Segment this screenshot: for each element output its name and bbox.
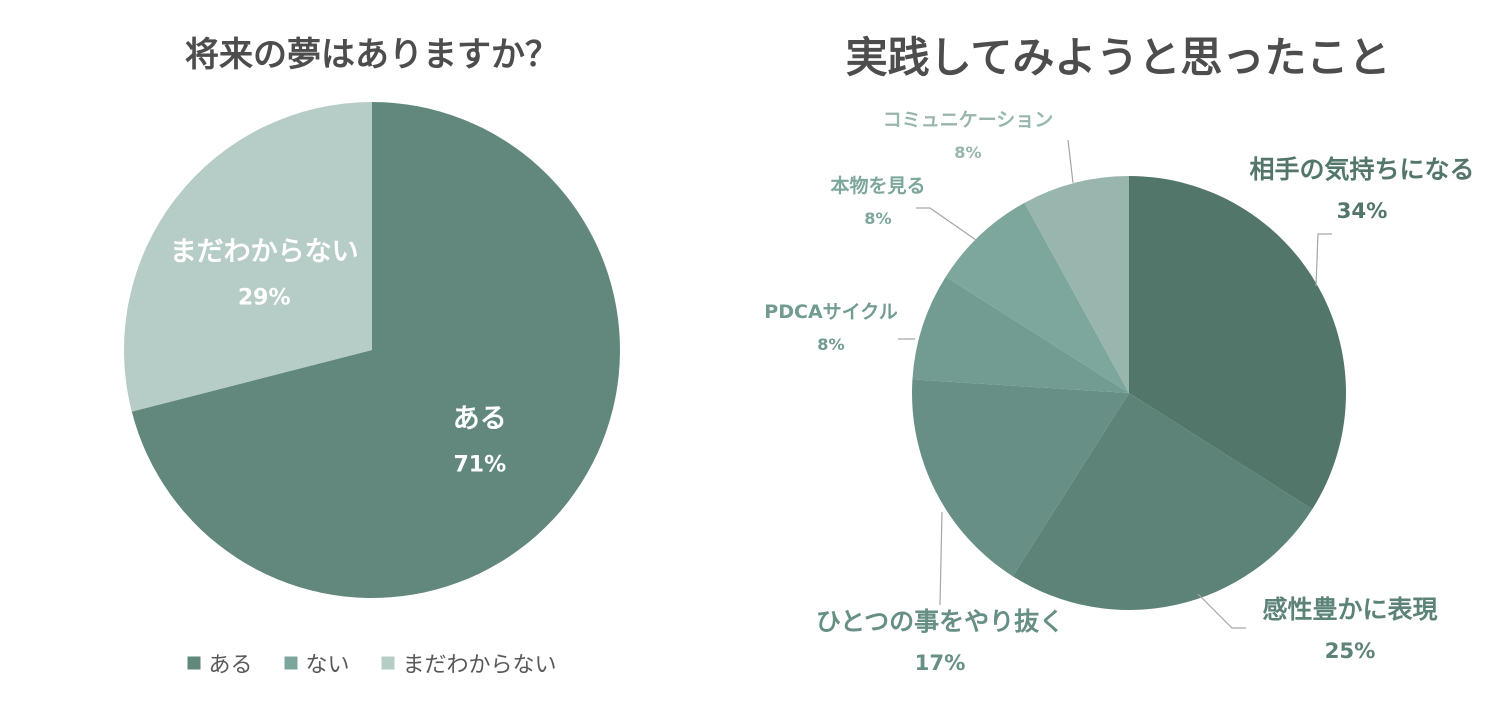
slice-label: 相手の気持ちになる (1249, 155, 1474, 184)
legend-swatch (284, 656, 298, 670)
legend-item-label: ない (306, 653, 350, 678)
leader-line (939, 511, 943, 606)
slice-labels: 相手の気持ちになる 34% 感性豊かに表現 25% ひとつの事をやり抜く 17% PDCAサ… (764, 109, 1474, 676)
slice-value-label: 71% (453, 453, 506, 478)
legend-swatch (381, 656, 395, 670)
leader-line (1197, 593, 1246, 629)
legend-item-label: ある (209, 653, 253, 678)
pie-slices (912, 176, 1346, 610)
slice-value-label: 8% (864, 209, 891, 228)
pie-slice (123, 102, 372, 412)
leader-line (1067, 139, 1074, 184)
pie-slices (123, 102, 620, 598)
pie-slice (1024, 176, 1129, 393)
slice-label: 本物を見る (830, 174, 925, 197)
legend-item-label: まだわからない (403, 653, 557, 678)
pie-slice (912, 379, 1129, 577)
chart-legend: ある ない まだわからない (187, 653, 557, 678)
slice-value-label: 34% (1337, 199, 1388, 224)
leader-lines (898, 139, 1332, 629)
slice-label: まだわからない (170, 236, 359, 267)
slice-label: PDCAサイクル (764, 301, 897, 323)
pie-chart-practice: 実践してみようと思ったこと 相手の気持ちになる 34% 感性豊かに表現 25% ひとつの… (764, 33, 1474, 676)
slice-value-label: 8% (817, 335, 844, 354)
leader-line (1315, 233, 1332, 287)
slice-value-label: 29% (238, 285, 291, 310)
slice-label: 感性豊かに表現 (1262, 595, 1437, 624)
leader-line (916, 207, 977, 241)
slice-label: コミュニケーション (883, 109, 1054, 131)
chart-title: 将来の夢はありますか？ (185, 35, 559, 75)
slice-value-label: 8% (954, 143, 981, 162)
pie-slice (1012, 393, 1313, 610)
slice-labels: ある 71% まだわからない 29% (170, 236, 507, 477)
slice-value-label: 17% (915, 651, 966, 676)
pie-slice (912, 276, 1129, 393)
chart-title: 実践してみようと思ったこと (846, 33, 1391, 82)
slice-value-label: 25% (1325, 639, 1376, 664)
pie-slice (945, 202, 1129, 393)
slice-label: ひとつの事をやり抜く (816, 607, 1064, 636)
legend-swatch (187, 656, 201, 670)
pie-slice (131, 102, 620, 598)
slice-label: ある (453, 404, 507, 435)
pie-slice (1129, 176, 1346, 510)
